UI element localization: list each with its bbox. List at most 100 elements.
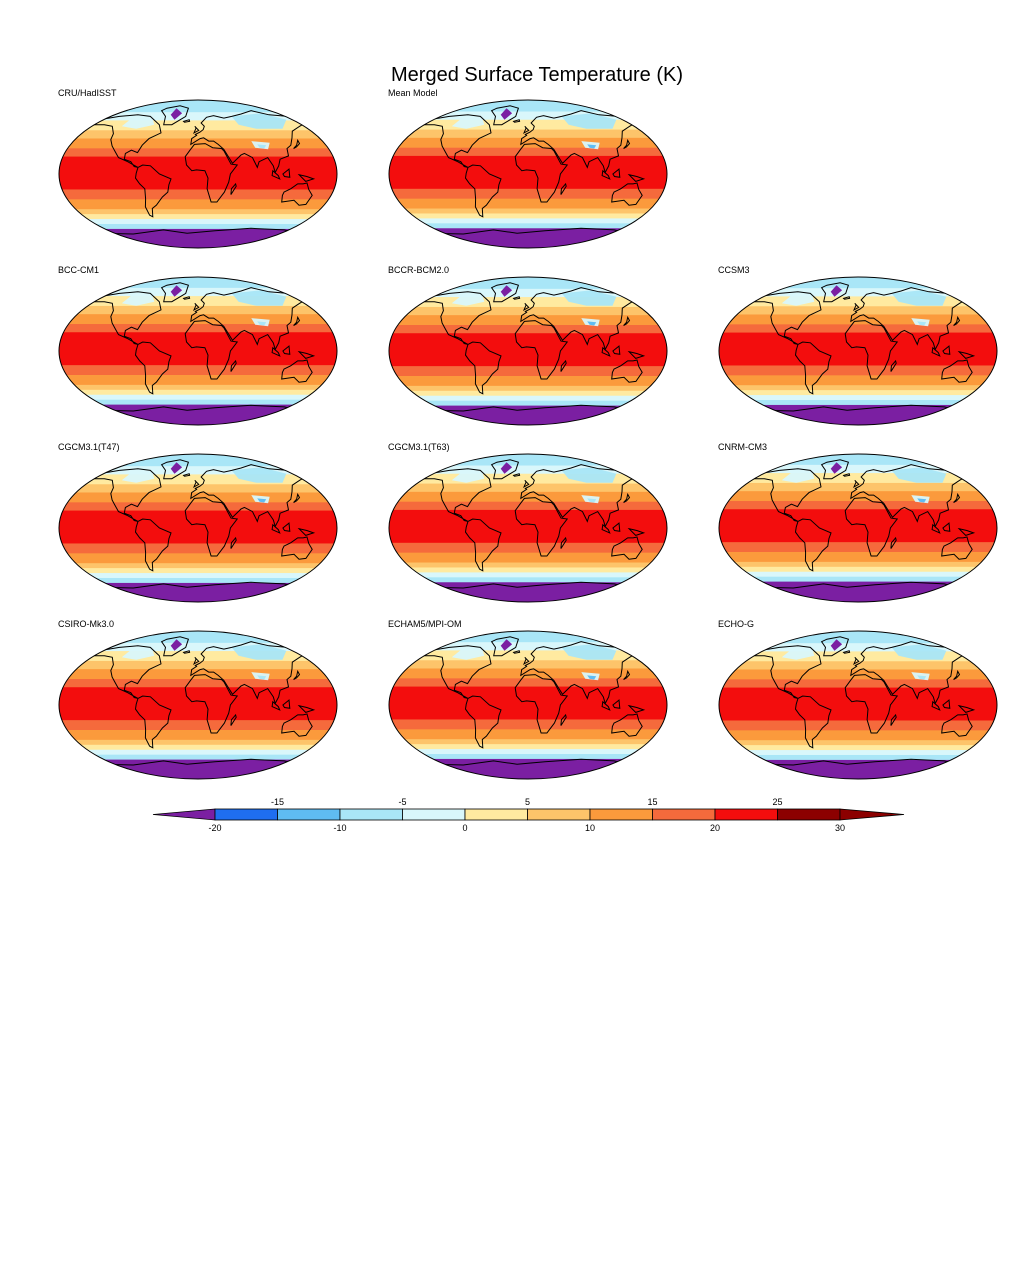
panel-label: CRU/HadISST — [58, 88, 117, 98]
colorbar-tick-label: -5 — [398, 797, 406, 807]
map-panel: CSIRO-Mk3.0 — [58, 619, 338, 794]
coastline — [490, 105, 520, 126]
coastline — [281, 359, 313, 383]
coastline — [942, 345, 951, 355]
colorbar-tick-label: 5 — [525, 797, 530, 807]
coastline — [560, 359, 567, 372]
temperature-band — [389, 277, 667, 290]
tibet-cold-core — [587, 144, 597, 149]
tibet-cold-core — [917, 675, 927, 680]
temperature-band — [389, 631, 667, 643]
temperature-band — [719, 324, 997, 334]
panel-label: CGCM3.1(T63) — [388, 442, 450, 452]
coastline — [522, 479, 530, 489]
coastline — [627, 350, 646, 359]
temperature-band — [389, 213, 667, 219]
temperature-band — [59, 679, 337, 688]
cold-region — [451, 291, 485, 306]
coastline — [293, 315, 301, 326]
temperature-band — [389, 119, 667, 131]
map-panel: BCC-CM1 — [58, 265, 338, 440]
temperature-band — [59, 332, 337, 366]
cold-region — [451, 114, 485, 129]
coastline — [184, 143, 239, 203]
coastline — [182, 296, 191, 300]
coastline — [512, 296, 521, 300]
temperature-band — [389, 405, 667, 425]
temperature-band — [59, 219, 337, 225]
cold-region — [231, 644, 287, 660]
coastline — [490, 459, 520, 480]
temperature-band — [59, 749, 337, 756]
map-frame — [388, 630, 668, 780]
temperature-band — [59, 199, 337, 210]
coastline — [192, 302, 200, 312]
colorbar-low-triangle — [152, 808, 216, 821]
temperature-band — [389, 542, 667, 554]
colorbar-segment — [589, 808, 653, 821]
coastline — [134, 341, 172, 395]
temperature-band — [59, 296, 337, 307]
temperature-band — [719, 277, 997, 289]
temperature-band — [719, 395, 997, 401]
coastline — [429, 581, 628, 602]
coastline — [601, 346, 611, 357]
temperature-band — [59, 112, 337, 121]
temperature-band — [719, 651, 997, 662]
coastline — [293, 669, 301, 680]
temperature-band — [719, 491, 997, 502]
cold-region — [561, 113, 617, 129]
coastline — [957, 527, 976, 536]
coastline — [99, 227, 298, 248]
coastline — [184, 674, 239, 734]
temperature-band — [59, 389, 337, 396]
cold-region — [561, 290, 617, 306]
temperature-band — [59, 543, 337, 554]
temperature-band — [389, 729, 667, 740]
tibet-cold-core — [257, 144, 267, 149]
coastline — [601, 700, 611, 711]
coastline — [182, 473, 191, 477]
coastline — [282, 345, 291, 355]
tibet-cold-core — [587, 321, 597, 326]
temperature-band — [719, 687, 997, 722]
cold-region — [561, 467, 617, 483]
world-map — [58, 630, 338, 780]
coastline — [182, 650, 191, 654]
temperature-band — [389, 758, 667, 779]
map-frame — [718, 453, 998, 603]
temperature-band — [389, 315, 667, 326]
coastline — [160, 459, 190, 480]
panel-label: CCSM3 — [718, 265, 750, 275]
greenland-ice-core — [500, 462, 513, 474]
cold-region — [121, 468, 155, 483]
greenland-ice-core — [830, 462, 843, 474]
coastline — [612, 522, 621, 532]
coastline — [820, 459, 850, 480]
temperature-band — [59, 669, 337, 680]
coastline — [560, 713, 567, 726]
temperature-band — [389, 137, 667, 149]
temperature-band — [389, 366, 667, 377]
coastline — [753, 645, 822, 699]
greenland-ice-core — [170, 639, 183, 651]
temperature-band — [59, 631, 337, 644]
temperature-band — [389, 650, 667, 661]
coastline — [520, 641, 636, 705]
temperature-band — [389, 100, 667, 113]
temperature-band — [59, 553, 337, 564]
map-frame — [58, 276, 338, 426]
coastline — [842, 296, 851, 300]
coastline — [93, 645, 162, 699]
temperature-band — [389, 223, 667, 229]
panel-label: BCCR-BCM2.0 — [388, 265, 450, 275]
temperature-band — [59, 277, 337, 289]
colorbar-segment — [214, 808, 278, 821]
temperature-band — [389, 719, 667, 730]
temperature-band — [719, 750, 997, 756]
coastline — [611, 713, 643, 737]
coastline — [852, 656, 860, 666]
coastline — [429, 758, 628, 779]
temperature-band — [389, 501, 667, 511]
temperature-band — [59, 454, 337, 467]
